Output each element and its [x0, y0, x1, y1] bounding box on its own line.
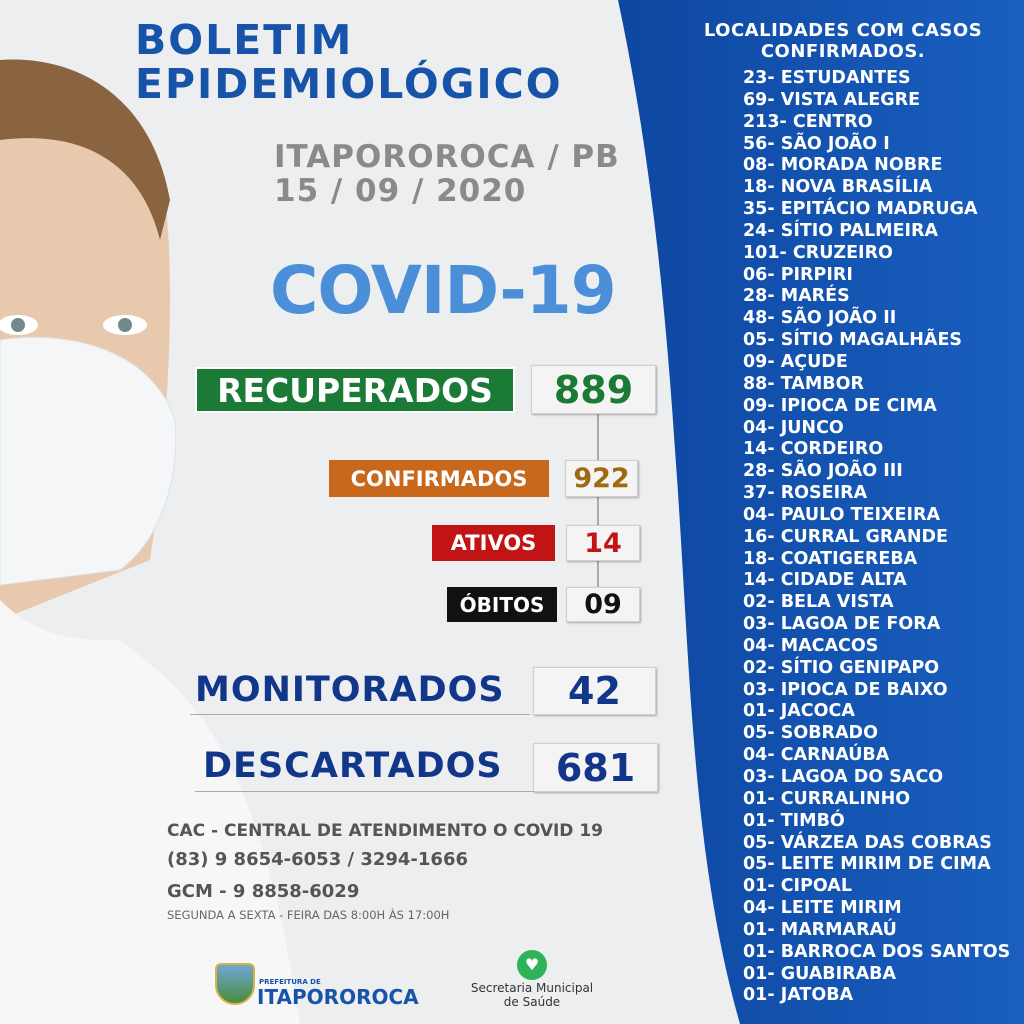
obitos-label: ÓBITOS	[447, 587, 557, 622]
locality-item: 01- TIMBÓ	[743, 810, 845, 831]
locality-item: 04- JUNCO	[743, 417, 844, 438]
locality-item: 14- CIDADE ALTA	[743, 570, 907, 591]
locality-item: 14- CORDEIRO	[743, 439, 884, 460]
location: ITAPOROROCA / PB	[274, 139, 620, 175]
locality-item: 35- EPITÁCIO MADRUGA	[743, 199, 978, 220]
contact-cac: CAC - CENTRAL DE ATENDIMENTO O COVID 19	[167, 821, 603, 841]
locality-item: 05- SOBRADO	[743, 723, 878, 744]
locality-item: 04- PAULO TEIXEIRA	[743, 504, 941, 525]
locality-item: 01- GUABIRABA	[743, 963, 897, 984]
descartados-value: 681	[533, 743, 658, 792]
locality-item: 05- SÍTIO MAGALHÃES	[743, 330, 963, 351]
locality-item: 03- IPIOCA DE BAIXO	[743, 679, 948, 700]
monitorados-value: 42	[533, 667, 656, 715]
locality-item: 01- CURRALINHO	[743, 788, 911, 809]
heart-icon: ♥	[517, 950, 547, 980]
locality-item: 03- LAGOA DO SACO	[743, 767, 944, 787]
locality-item: 37- ROSEIRA	[743, 483, 868, 504]
ativos-value: 14	[566, 525, 640, 561]
contact-phones: (83) 9 8654-6053 / 3294-1666	[167, 849, 468, 870]
locality-item: 24- SÍTIO PALMEIRA	[743, 220, 939, 241]
localities-title-line1: LOCALIDADES COM CASOS	[703, 20, 983, 41]
divider	[195, 791, 535, 792]
locality-item: 08- MORADA NOBRE	[743, 155, 943, 176]
monitorados-label: MONITORADOS	[195, 670, 505, 710]
secretaria-line1: Secretaria Municipal	[470, 981, 594, 995]
ativos-label: ATIVOS	[432, 525, 555, 561]
locality-item: 18- COATIGEREBA	[743, 548, 918, 569]
title-line1: BOLETIM	[135, 16, 354, 64]
locality-item: 88- TAMBOR	[743, 373, 864, 394]
recuperados-value: 889	[531, 365, 656, 414]
locality-item: 01- BARROCA DOS SANTOS	[743, 941, 1011, 962]
prefeitura-crest-icon	[215, 963, 255, 1005]
title-line2: EPIDEMIOLÓGICO	[135, 60, 563, 108]
locality-item: 09- AÇUDE	[743, 351, 848, 372]
descartados-label: DESCARTADOS	[203, 746, 503, 786]
locality-item: 01- CIPOAL	[743, 876, 852, 897]
locality-item: 213- CENTRO	[743, 111, 873, 132]
divider	[190, 714, 530, 715]
date: 15 / 09 / 2020	[274, 173, 527, 209]
contact-hours: SEGUNDA A SEXTA - FEIRA DAS 8:00H ÀS 17:…	[167, 908, 450, 922]
locality-item: 01- JATOBA	[743, 985, 854, 1006]
secretaria-line2: de Saúde	[503, 995, 561, 1009]
locality-item: 05- LEITE MIRIM DE CIMA	[743, 854, 991, 875]
blue-panel	[618, 0, 1024, 1024]
locality-item: 56- SÃO JOÃO I	[743, 133, 890, 154]
locality-item: 101- CRUZEIRO	[743, 242, 893, 263]
secretaria-logo: Secretaria Municipal de Saúde	[462, 981, 602, 1009]
locality-item: 23- ESTUDANTES	[743, 68, 911, 88]
prefeitura-name: ITAPOROROCA	[257, 985, 419, 1009]
localities-title-line2: CONFIRMADOS.	[760, 41, 926, 62]
locality-item: 05- VÁRZEA DAS COBRAS	[743, 832, 992, 853]
confirmados-value: 922	[565, 460, 638, 497]
prefeitura-small: PREFEITURA DE	[259, 978, 321, 986]
locality-item: 16- CURRAL GRANDE	[743, 526, 949, 547]
locality-item: 01- JACOCA	[743, 701, 855, 722]
locality-item: 04- MACACOS	[743, 635, 879, 656]
locality-item: 09- IPIOCA DE CIMA	[743, 395, 937, 416]
locality-item: 03- LAGOA DE FORA	[743, 614, 941, 635]
recuperados-label: RECUPERADOS	[195, 367, 515, 413]
locality-item: 02- SÍTIO GENIPAPO	[743, 657, 940, 678]
locality-item: 18- NOVA BRASÍLIA	[743, 177, 933, 198]
locality-item: 04- CARNAÚBA	[743, 745, 890, 766]
locality-item: 48- SÃO JOÃO II	[743, 308, 897, 329]
confirmados-label: CONFIRMADOS	[329, 460, 549, 497]
locality-item: 69- VISTA ALEGRE	[743, 89, 921, 110]
locality-item: 01- MARMARAÚ	[743, 919, 897, 940]
covid-heading: COVID-19	[270, 252, 617, 329]
locality-item: 28- MARÉS	[743, 286, 850, 307]
locality-item: 04- LEITE MIRIM	[743, 898, 902, 919]
obitos-value: 09	[566, 587, 640, 622]
locality-item: 28- SÃO JOÃO III	[743, 461, 903, 482]
locality-item: 02- BELA VISTA	[743, 592, 894, 613]
localities-title: LOCALIDADES COM CASOS CONFIRMADOS.	[668, 20, 1018, 62]
contact-gcm: GCM - 9 8858-6029	[167, 881, 360, 902]
localities-list: 23- ESTUDANTES 69- VISTA ALEGRE 213- CENTR…	[743, 68, 1010, 1007]
woman-with-mask-photo	[0, 59, 300, 1024]
locality-item: 06- PIRPIRI	[743, 264, 853, 285]
